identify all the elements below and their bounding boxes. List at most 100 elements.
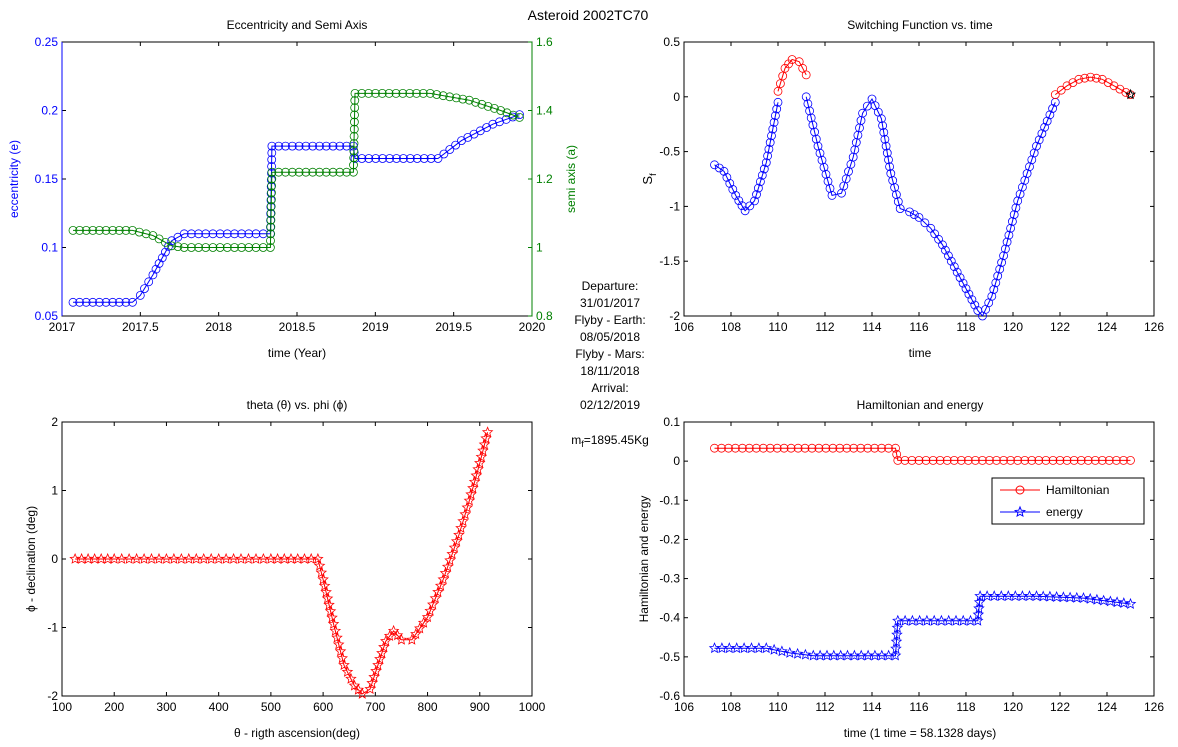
data-point — [148, 270, 158, 280]
data-point — [1104, 455, 1114, 465]
data-point — [465, 488, 477, 500]
data-point — [274, 167, 284, 177]
data-point — [958, 278, 968, 288]
data-point — [417, 616, 430, 628]
data-point — [201, 229, 211, 239]
data-point — [392, 154, 401, 163]
x-tick-label: 2020 — [519, 320, 546, 334]
x-tick-label: 2019.5 — [435, 320, 472, 334]
data-point — [364, 154, 374, 163]
x-tick-label: 500 — [261, 700, 281, 714]
data-point — [952, 267, 962, 277]
data-point — [842, 443, 852, 453]
data-point — [144, 277, 154, 287]
x-tick-label: 110 — [768, 700, 787, 714]
data-point — [999, 251, 1008, 261]
data-point — [414, 622, 426, 634]
x-tick-label: 800 — [418, 700, 438, 714]
data-point — [323, 598, 335, 610]
data-point — [88, 225, 98, 235]
data-point — [815, 148, 825, 158]
data-point — [763, 151, 772, 161]
data-point — [1119, 455, 1128, 465]
data-point — [114, 225, 124, 235]
series-line — [714, 447, 1131, 461]
data-point — [995, 264, 1005, 274]
data-point — [1045, 110, 1055, 120]
data-point — [768, 643, 780, 655]
data-point — [892, 190, 901, 200]
data-point — [441, 560, 454, 572]
data-point — [1020, 455, 1030, 465]
data-point — [776, 645, 788, 657]
data-point — [405, 154, 415, 163]
x-tick-label: 120 — [1003, 700, 1023, 714]
figure-title: Asteroid 2002TC70 — [528, 7, 649, 23]
data-point — [451, 140, 461, 150]
data-point — [895, 204, 905, 214]
panel-title: Hamiltonian and energy — [857, 398, 984, 412]
data-point — [971, 455, 980, 465]
data-point — [1083, 455, 1093, 465]
data-point — [471, 97, 481, 107]
data-point — [946, 256, 956, 266]
data-point — [1097, 594, 1110, 606]
y-tick-label: -0.2 — [659, 532, 680, 546]
data-point — [481, 426, 494, 438]
x-tick-label: 120 — [1003, 320, 1023, 334]
data-point — [349, 117, 359, 127]
data-point — [321, 592, 334, 604]
data-point — [1009, 210, 1019, 220]
data-point — [458, 94, 468, 104]
data-point — [324, 605, 337, 617]
data-point — [805, 106, 814, 116]
data-point — [973, 602, 985, 614]
data-point — [710, 443, 719, 453]
data-point — [1086, 72, 1095, 82]
data-point — [1077, 592, 1090, 604]
data-point — [371, 89, 380, 98]
data-point — [817, 155, 827, 165]
data-point — [764, 144, 774, 154]
x-axis-label: time (Year) — [268, 346, 326, 360]
y-axis-label-sub: f — [648, 173, 658, 176]
series-group — [68, 89, 524, 307]
data-point — [1080, 73, 1090, 83]
data-point — [134, 227, 144, 237]
data-point — [331, 631, 343, 643]
data-point — [151, 264, 161, 274]
y-axis-label: Sf — [640, 173, 658, 185]
data-point — [378, 154, 388, 163]
data-point — [944, 251, 953, 261]
data-point — [835, 443, 845, 453]
y-axis: -2 -1.5 -1 -0.5 0 0.5 — [659, 35, 1154, 323]
data-point — [1091, 593, 1103, 605]
data-point — [121, 297, 131, 307]
y-tick-label: -0.6 — [659, 689, 680, 703]
y2-tick-label: 1.2 — [536, 172, 553, 186]
data-point — [215, 243, 225, 252]
data-point — [877, 114, 886, 124]
data-point — [412, 154, 422, 163]
data-point — [722, 172, 732, 182]
data-point — [368, 671, 380, 683]
x-axis-label: θ - rigth ascension(deg) — [234, 726, 360, 740]
data-point — [438, 91, 448, 101]
x-tick-label: 2017.5 — [122, 320, 159, 334]
data-point — [121, 225, 131, 235]
data-point — [806, 113, 816, 123]
info-line: Arrival: — [591, 381, 628, 395]
x-tick-label: 114 — [862, 320, 881, 334]
data-point — [1027, 155, 1037, 165]
data-point — [757, 170, 767, 180]
data-point — [761, 158, 771, 168]
data-point — [801, 70, 811, 80]
data-point — [1002, 237, 1012, 247]
data-point — [237, 229, 247, 239]
x-tick-label: 126 — [1144, 700, 1164, 714]
data-point — [710, 160, 719, 170]
data-point — [445, 92, 455, 102]
data-point — [992, 455, 1001, 465]
data-point — [267, 148, 277, 158]
